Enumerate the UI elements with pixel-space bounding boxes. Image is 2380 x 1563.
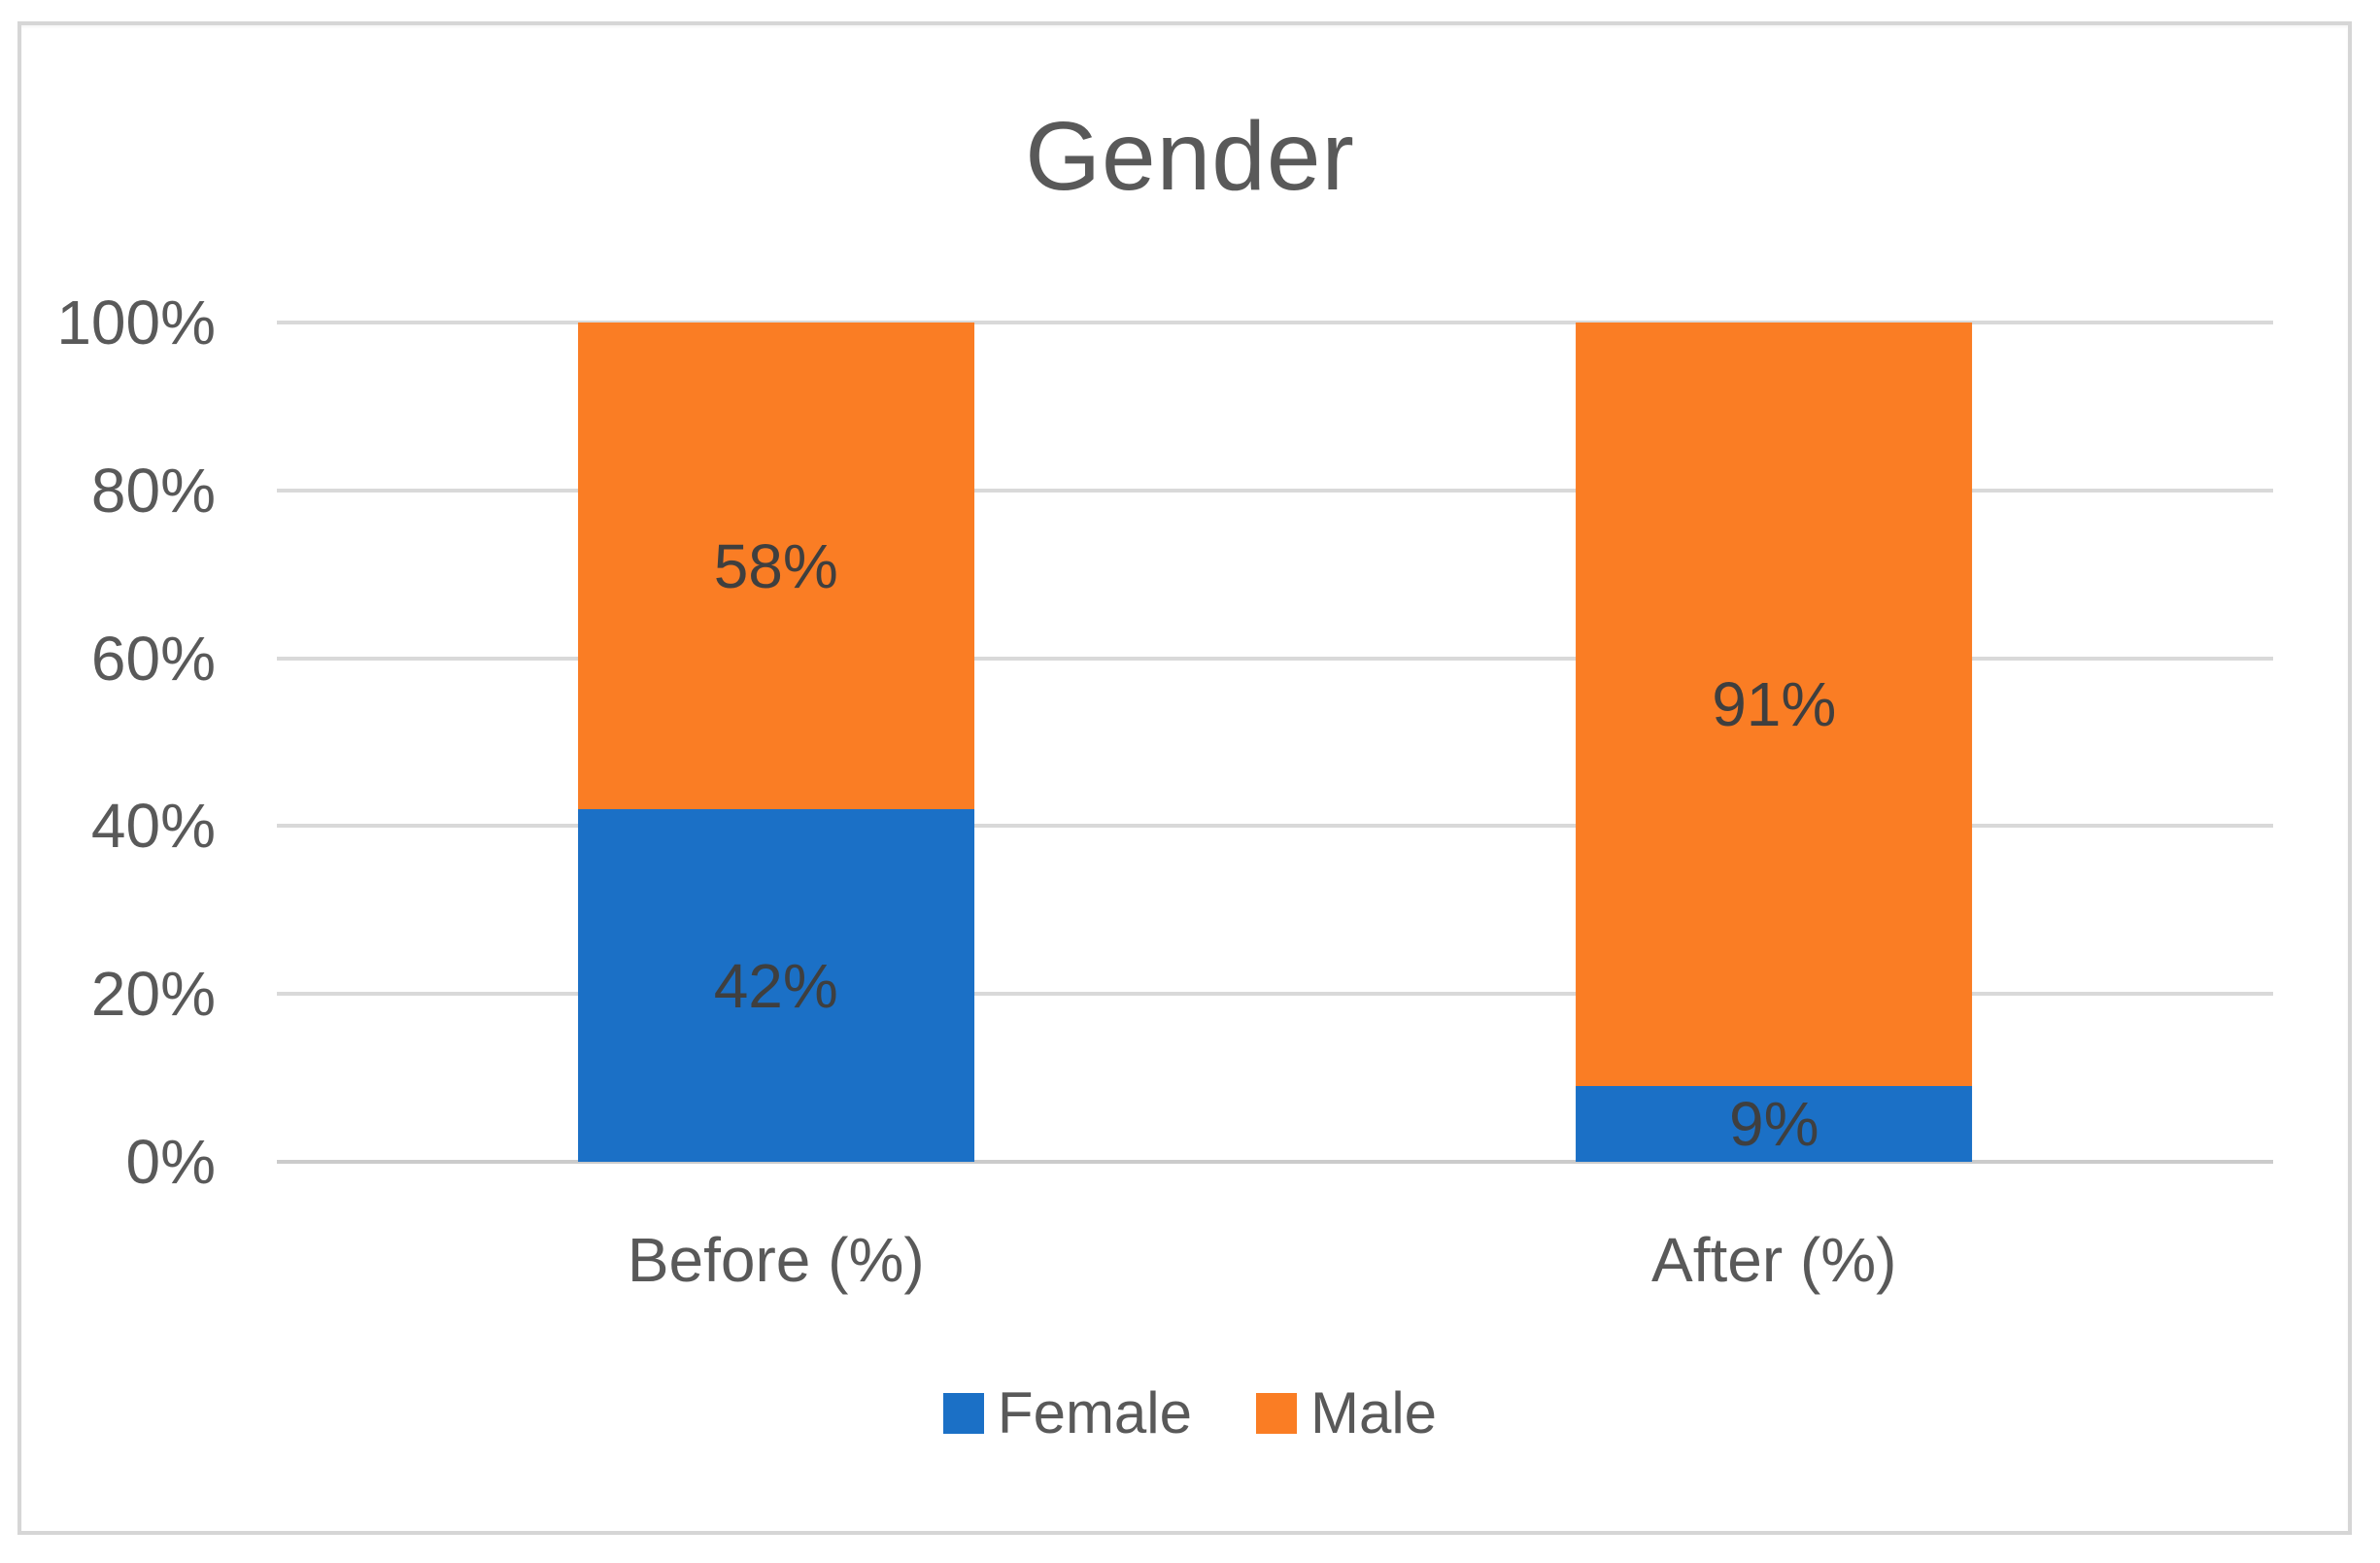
data-label: 58% bbox=[713, 530, 838, 601]
category-label: Before (%) bbox=[627, 1225, 925, 1295]
data-label: 42% bbox=[713, 950, 838, 1021]
y-axis-tick-label: 40% bbox=[90, 791, 216, 862]
y-axis-tick-label: 20% bbox=[90, 959, 216, 1030]
plot-area: 0% 20% 40% 60% 80% 100% 42% 58% Before (%) 9% 91% A… bbox=[56, 288, 2273, 1295]
bar-column: 9% 91% bbox=[1576, 323, 1973, 1162]
bar-segment-male: 58% bbox=[577, 323, 974, 810]
legend-swatch-female bbox=[942, 1392, 984, 1434]
legend-swatch-male bbox=[1256, 1392, 1297, 1434]
gridline bbox=[277, 321, 2273, 324]
data-label: 9% bbox=[1729, 1089, 1819, 1160]
legend-item-female: Female bbox=[942, 1379, 1192, 1446]
gridline bbox=[277, 992, 2273, 997]
bar-segment-female: 9% bbox=[1576, 1086, 1973, 1162]
legend-item-male: Male bbox=[1256, 1379, 1437, 1446]
legend: Female Male bbox=[0, 1379, 2380, 1446]
y-axis-tick-label: 80% bbox=[90, 455, 216, 526]
data-label: 91% bbox=[1712, 669, 1837, 740]
bar-segment-female: 42% bbox=[577, 809, 974, 1162]
bar-column: 42% 58% bbox=[577, 323, 974, 1162]
gridline bbox=[277, 488, 2273, 493]
legend-label: Female bbox=[997, 1380, 1192, 1445]
gridline bbox=[277, 824, 2273, 829]
bar-segment-male: 91% bbox=[1576, 323, 1973, 1087]
gridline bbox=[277, 656, 2273, 661]
category-label: After (%) bbox=[1651, 1225, 1897, 1295]
y-axis-tick-label: 100% bbox=[56, 288, 216, 357]
legend-label: Male bbox=[1310, 1380, 1438, 1445]
chart-title: Gender bbox=[1025, 102, 1355, 211]
y-axis-tick-label: 0% bbox=[125, 1127, 217, 1197]
y-axis-tick-label: 60% bbox=[90, 623, 216, 694]
gridline bbox=[277, 1160, 2273, 1164]
